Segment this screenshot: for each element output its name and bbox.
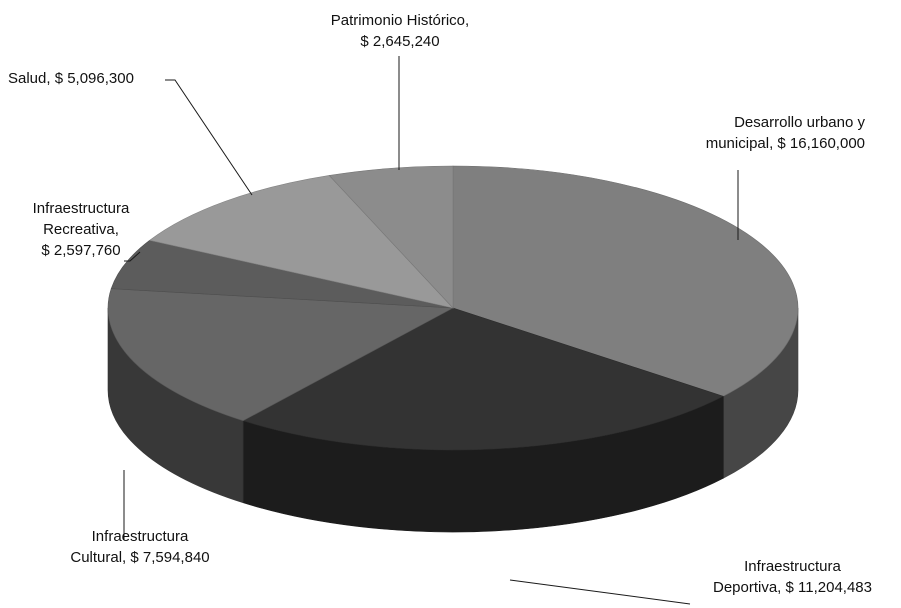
leader-line-infraestructura-deportiva [509,579,691,605]
leader-lines [123,56,739,605]
leader-line-infraestructura-recreativa [124,251,141,262]
pie-slice-salud [149,175,454,309]
label-desarrollo-urbano: Desarrollo urbano y municipal, $ 16,160,… [705,114,865,152]
pie-slice-desarrollo-urbano-y-municipal [452,165,799,397]
pie-top-layer [107,165,799,451]
label-infraestructura-deportiva: Infraestructura Deportiva, $ 11,204,483 [712,558,872,596]
leader-line-salud [165,79,253,196]
label-salud: Salud, $ 5,096,300 [8,70,134,87]
label-infraestructura-cultural: Infraestructura Cultural, $ 7,594,840 [70,528,210,566]
pie-slice-infraestructura-cultural [107,288,455,422]
pie-slice-patrimonio-historico [328,165,454,309]
pie-slice-infraestructura-deportiva [242,307,725,451]
label-infraestructura-recreativa: Infraestructura Recreativa, $ 2,597,760 [32,200,130,259]
label-patrimonio-historico: Patrimonio Histórico, $ 2,645,240 [330,12,470,50]
pie-slice-infraestructura-recreativa [110,239,454,309]
pie-side-layer [107,307,799,533]
